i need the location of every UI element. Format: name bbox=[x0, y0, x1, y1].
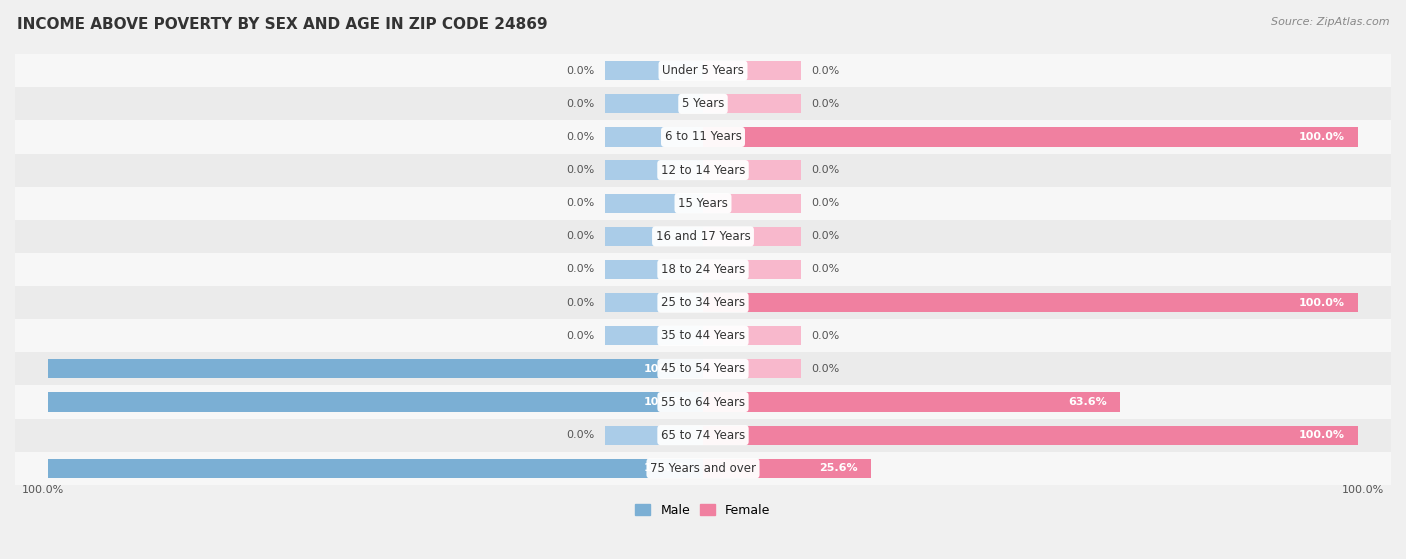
Bar bbox=[0, 220, 1406, 253]
Bar bbox=[0, 319, 1406, 352]
Text: 100.0%: 100.0% bbox=[21, 485, 63, 495]
Text: 6 to 11 Years: 6 to 11 Years bbox=[665, 130, 741, 144]
Bar bbox=[703, 392, 1119, 411]
Text: 5 Years: 5 Years bbox=[682, 97, 724, 110]
Bar bbox=[48, 359, 703, 378]
Bar bbox=[703, 160, 801, 179]
Text: 100.0%: 100.0% bbox=[644, 463, 690, 473]
Text: 0.0%: 0.0% bbox=[811, 364, 839, 374]
Text: 55 to 64 Years: 55 to 64 Years bbox=[661, 396, 745, 409]
Text: INCOME ABOVE POVERTY BY SEX AND AGE IN ZIP CODE 24869: INCOME ABOVE POVERTY BY SEX AND AGE IN Z… bbox=[17, 17, 547, 32]
Bar bbox=[703, 127, 801, 146]
Text: 63.6%: 63.6% bbox=[1069, 397, 1107, 407]
Bar bbox=[605, 260, 703, 279]
Text: 0.0%: 0.0% bbox=[567, 297, 595, 307]
Bar bbox=[703, 293, 1358, 312]
Bar bbox=[0, 253, 1406, 286]
Text: 100.0%: 100.0% bbox=[1299, 132, 1346, 142]
Text: 0.0%: 0.0% bbox=[567, 264, 595, 274]
Bar bbox=[703, 459, 801, 478]
Bar bbox=[605, 326, 703, 345]
Bar bbox=[0, 352, 1406, 386]
Text: 75 Years and over: 75 Years and over bbox=[650, 462, 756, 475]
Bar bbox=[703, 61, 801, 80]
Text: 12 to 14 Years: 12 to 14 Years bbox=[661, 164, 745, 177]
Text: Under 5 Years: Under 5 Years bbox=[662, 64, 744, 77]
Bar bbox=[703, 127, 1358, 146]
Text: 0.0%: 0.0% bbox=[811, 66, 839, 75]
Bar bbox=[48, 459, 703, 478]
Bar bbox=[0, 286, 1406, 319]
Bar bbox=[605, 359, 703, 378]
Bar bbox=[0, 419, 1406, 452]
Bar bbox=[605, 193, 703, 213]
Text: 0.0%: 0.0% bbox=[811, 264, 839, 274]
Text: 0.0%: 0.0% bbox=[811, 231, 839, 241]
Text: 0.0%: 0.0% bbox=[567, 66, 595, 75]
Bar bbox=[605, 227, 703, 246]
Bar bbox=[703, 227, 801, 246]
Bar bbox=[703, 94, 801, 113]
Text: 45 to 54 Years: 45 to 54 Years bbox=[661, 362, 745, 376]
Bar bbox=[0, 386, 1406, 419]
Text: 25 to 34 Years: 25 to 34 Years bbox=[661, 296, 745, 309]
Text: 0.0%: 0.0% bbox=[567, 231, 595, 241]
Text: 0.0%: 0.0% bbox=[567, 430, 595, 440]
Bar bbox=[605, 127, 703, 146]
Legend: Male, Female: Male, Female bbox=[630, 499, 776, 522]
Bar bbox=[605, 61, 703, 80]
Text: 100.0%: 100.0% bbox=[644, 397, 690, 407]
Text: 35 to 44 Years: 35 to 44 Years bbox=[661, 329, 745, 342]
Text: 100.0%: 100.0% bbox=[1299, 297, 1346, 307]
Bar bbox=[0, 120, 1406, 154]
Bar bbox=[605, 392, 703, 411]
Text: 0.0%: 0.0% bbox=[567, 198, 595, 208]
Bar bbox=[703, 392, 801, 411]
Bar bbox=[48, 392, 703, 411]
Bar bbox=[703, 459, 870, 478]
Text: 0.0%: 0.0% bbox=[567, 99, 595, 109]
Text: 0.0%: 0.0% bbox=[567, 331, 595, 341]
Bar bbox=[703, 326, 801, 345]
Text: 100.0%: 100.0% bbox=[1299, 430, 1346, 440]
Text: 0.0%: 0.0% bbox=[567, 165, 595, 175]
Bar bbox=[0, 54, 1406, 87]
Bar bbox=[703, 293, 801, 312]
Bar bbox=[703, 425, 1358, 445]
Bar bbox=[605, 160, 703, 179]
Bar bbox=[703, 359, 801, 378]
Bar bbox=[0, 87, 1406, 120]
Text: 25.6%: 25.6% bbox=[820, 463, 858, 473]
Bar bbox=[703, 193, 801, 213]
Text: 0.0%: 0.0% bbox=[811, 99, 839, 109]
Bar bbox=[605, 94, 703, 113]
Text: 0.0%: 0.0% bbox=[567, 132, 595, 142]
Text: 16 and 17 Years: 16 and 17 Years bbox=[655, 230, 751, 243]
Bar bbox=[0, 452, 1406, 485]
Bar bbox=[0, 187, 1406, 220]
Text: Source: ZipAtlas.com: Source: ZipAtlas.com bbox=[1271, 17, 1389, 27]
Bar bbox=[0, 154, 1406, 187]
Bar bbox=[605, 459, 703, 478]
Text: 100.0%: 100.0% bbox=[1343, 485, 1385, 495]
Text: 0.0%: 0.0% bbox=[811, 198, 839, 208]
Text: 0.0%: 0.0% bbox=[811, 165, 839, 175]
Text: 0.0%: 0.0% bbox=[811, 331, 839, 341]
Bar bbox=[703, 425, 801, 445]
Text: 100.0%: 100.0% bbox=[644, 364, 690, 374]
Bar bbox=[703, 260, 801, 279]
Text: 15 Years: 15 Years bbox=[678, 197, 728, 210]
Text: 18 to 24 Years: 18 to 24 Years bbox=[661, 263, 745, 276]
Text: 65 to 74 Years: 65 to 74 Years bbox=[661, 429, 745, 442]
Bar bbox=[605, 425, 703, 445]
Bar bbox=[605, 293, 703, 312]
